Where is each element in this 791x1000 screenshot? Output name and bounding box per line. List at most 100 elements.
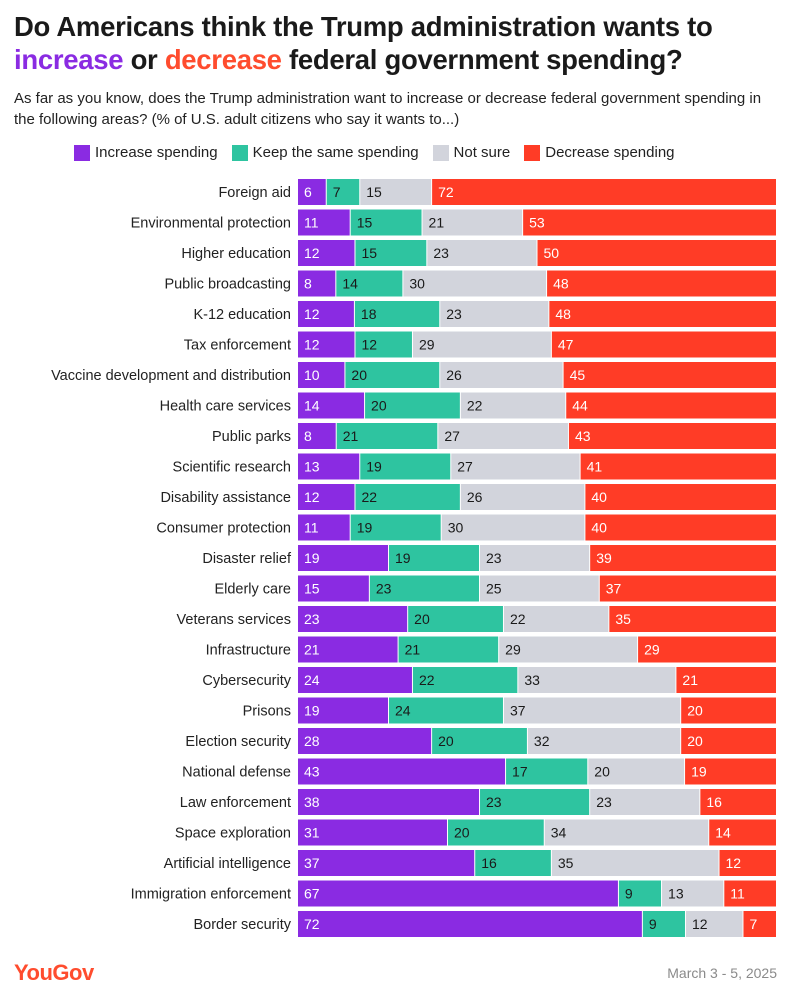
data-label: 23 <box>304 611 320 627</box>
bar-segment-decrease <box>580 453 776 480</box>
bar-segment-same <box>389 545 480 571</box>
bar-segment-same <box>475 850 551 876</box>
data-label: 26 <box>467 489 483 505</box>
bar-row: Prisons 19 24 37 20 <box>243 697 776 724</box>
data-label: 22 <box>361 489 377 505</box>
data-label: 47 <box>558 337 574 353</box>
bar-segment-increase <box>298 484 355 510</box>
data-label: 23 <box>446 306 462 322</box>
bar-segment-increase <box>298 423 336 449</box>
legend-label: Not sure <box>453 144 511 161</box>
bar-row: Public parks 8 21 27 43 <box>212 423 776 449</box>
data-label: 12 <box>304 306 320 322</box>
bar-row: K-12 education 12 18 23 48 <box>193 301 776 327</box>
category-label: Vaccine development and distribution <box>51 368 291 384</box>
bar-segment-same <box>447 819 544 846</box>
data-label: 22 <box>419 672 435 688</box>
data-label: 19 <box>691 764 707 780</box>
data-label: 28 <box>304 733 320 749</box>
bar-segment-increase <box>298 758 506 785</box>
data-label: 32 <box>534 733 550 749</box>
bar-row: Environmental protection 11 15 21 53 <box>131 209 776 236</box>
category-label: Consumer protection <box>156 521 291 537</box>
bar-row: Scientific research 13 19 27 41 <box>173 453 776 480</box>
bar-segment-not-sure <box>440 362 563 388</box>
category-label: National defense <box>182 765 291 781</box>
bar-segment-same <box>354 301 440 327</box>
data-label: 19 <box>366 459 382 475</box>
bar-row: Consumer protection 11 19 30 40 <box>156 514 776 541</box>
bar-row: Artificial intelligence 37 16 35 12 <box>164 850 776 876</box>
data-label: 20 <box>454 825 470 841</box>
data-label: 20 <box>371 398 387 414</box>
bar-segment-increase <box>298 240 355 266</box>
bar-row: Veterans services 23 20 22 35 <box>177 606 776 632</box>
data-label: 8 <box>304 428 312 444</box>
bar-segment-same <box>432 728 527 754</box>
bar-segment-same <box>360 453 451 480</box>
bar-segment-not-sure <box>403 270 547 297</box>
data-label: 43 <box>575 428 591 444</box>
bar-segment-not-sure <box>360 179 432 205</box>
data-label: 12 <box>304 245 320 261</box>
bar-segment-decrease <box>551 331 776 358</box>
bar-segment-same <box>355 331 412 358</box>
chart-title: Do Americans think the Trump administrat… <box>14 10 784 76</box>
data-label: 30 <box>448 520 464 536</box>
bar-segment-not-sure <box>588 758 685 785</box>
data-label: 29 <box>419 337 435 353</box>
data-label: 21 <box>682 672 698 688</box>
data-label: 7 <box>333 184 341 200</box>
bar-segment-decrease <box>549 301 776 327</box>
bar-segment-not-sure <box>451 453 580 480</box>
title-or: or <box>130 44 158 75</box>
bar-segment-not-sure <box>441 514 585 541</box>
bar-row: Cybersecurity 24 22 33 21 <box>202 667 776 693</box>
bar-segment-not-sure <box>662 880 724 907</box>
data-label: 15 <box>361 245 377 261</box>
data-label: 20 <box>687 733 703 749</box>
bar-segment-decrease <box>676 667 776 693</box>
legend-item-increase: Increase spending <box>74 144 218 161</box>
legend-swatch <box>231 144 248 161</box>
bar-segment-increase <box>298 789 480 815</box>
bar-segment-not-sure <box>422 209 523 236</box>
category-label: Scientific research <box>173 460 291 476</box>
data-label: 39 <box>596 550 612 566</box>
bar-segment-increase <box>298 728 432 754</box>
bar-segment-not-sure <box>480 575 599 602</box>
bar-segment-increase <box>298 545 389 571</box>
bar-row: Foreign aid 6 7 15 72 <box>218 179 776 205</box>
bar-segment-not-sure <box>460 484 585 510</box>
data-label: 16 <box>481 855 497 871</box>
data-label: 27 <box>457 459 473 475</box>
bar-segment-increase <box>298 179 326 205</box>
bar-segment-same <box>326 179 360 205</box>
category-label: Prisons <box>243 704 291 720</box>
category-label: Public parks <box>212 429 291 445</box>
data-label: 23 <box>486 550 502 566</box>
bar-segment-increase <box>298 697 389 724</box>
bar-segment-decrease <box>563 362 776 388</box>
data-label: 11 <box>304 215 319 231</box>
data-label: 18 <box>361 306 377 322</box>
chart-subtitle: As far as you know, does the Trump admin… <box>14 90 762 128</box>
category-label: Immigration enforcement <box>131 887 291 903</box>
bar-segment-increase <box>298 667 412 693</box>
data-label: 37 <box>304 855 320 871</box>
title-part1: Do Americans think the Trump administrat… <box>14 11 713 42</box>
data-label: 23 <box>376 581 392 597</box>
legend-swatch <box>432 144 449 161</box>
data-label: 6 <box>304 184 312 200</box>
data-label: 7 <box>749 916 757 932</box>
data-label: 15 <box>357 215 373 231</box>
data-label: 17 <box>512 764 528 780</box>
bar-segment-decrease <box>599 575 776 602</box>
category-label: K-12 education <box>193 307 291 323</box>
bar-segment-same <box>355 240 427 266</box>
data-label: 9 <box>649 916 657 932</box>
data-label: 53 <box>529 215 545 231</box>
data-label: 13 <box>304 459 320 475</box>
bar-row: Elderly care 15 23 25 37 <box>214 575 776 602</box>
bar-segment-not-sure <box>590 789 700 815</box>
